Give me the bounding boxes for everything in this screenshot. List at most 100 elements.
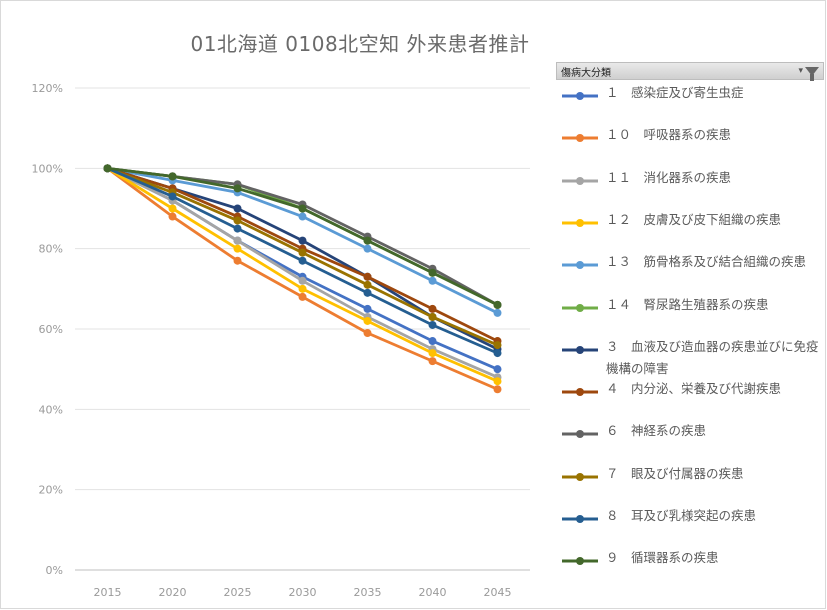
series-1-point [493,365,502,374]
series-2-point [493,385,502,394]
series-11-point [233,224,242,233]
legend-title: 傷病大分類 [561,67,611,79]
legend-item-11[interactable]: ８ 耳及び乳様突起の疾患 [562,505,824,545]
legend-label: ３ 血液及び造血器の疾患並びに免疫機構の障害 [606,338,819,376]
series-1-point [363,304,372,313]
legend-swatch-marker [576,92,584,100]
x-tick-label: 2015 [94,586,122,599]
series-2-point [233,256,242,265]
legend-swatch-marker [576,345,584,354]
legend-swatch-marker [576,557,584,566]
legend-item-2[interactable]: １０ 呼吸器系の疾患 [562,124,824,164]
legend-label: １２ 皮膚及び皮下組織の疾患 [606,211,782,227]
series-11-point [168,192,177,201]
series-4-point [428,349,437,358]
series-12-point [428,268,437,277]
series-4-point [233,244,242,253]
x-tick-label: 2035 [354,586,382,599]
legend-label: １１ 消化器系の疾患 [606,169,732,185]
series-11-point [428,320,437,329]
legend-swatch [562,92,598,100]
legend-item-7[interactable]: ３ 血液及び造血器の疾患並びに免疫機構の障害 [562,336,824,376]
series-2-point [363,329,372,338]
series-12-point [493,300,502,309]
series-11-point [298,256,307,265]
series-11-point [493,349,502,358]
legend-swatch-marker [576,430,584,439]
legend-item-1[interactable]: １ 感染症及び寄生虫症 [562,82,824,122]
legend-filter-header[interactable]: 傷病大分類 ▾ [556,62,824,81]
series-4-point [363,316,372,325]
series-12-point [168,172,177,181]
legend-item-4[interactable]: １２ 皮膚及び皮下組織の疾患 [562,209,824,249]
series-10-point [428,312,437,321]
legend-swatch-marker [576,218,584,227]
legend-swatch [562,176,598,185]
series-3-point [233,236,242,245]
series-10-point [233,216,242,225]
y-tick-label: 20% [39,484,63,497]
series-10-point [298,248,307,257]
legend-item-10[interactable]: ７ 眼及び付属器の疾患 [562,463,824,503]
legend-swatch-marker [576,472,584,481]
series-1-point [428,337,437,346]
legend-item-12[interactable]: ９ 循環器系の疾患 [562,547,824,587]
legend-swatch-marker [576,515,584,523]
series-5-point [428,276,437,285]
x-tick-label: 2030 [289,586,317,599]
legend-label: ７ 眼及び付属器の疾患 [606,465,744,481]
series-7-point [233,204,242,213]
legend-swatch [562,218,598,227]
series-8-point [428,304,437,313]
series-4-point [168,204,177,213]
legend-swatch [562,261,598,270]
series-2-point [428,357,437,366]
legend-swatch-marker [576,303,584,312]
legend-swatch-marker [576,134,584,143]
legend-swatch [562,388,598,397]
series-2-point [168,212,177,221]
y-tick-label: 80% [39,243,63,256]
series-5-point [298,212,307,221]
series-10-point [363,280,372,289]
funnel-icon [805,66,819,81]
series-12-point [298,204,307,213]
series-5-point [363,244,372,253]
legend-swatch [562,472,598,481]
series-8-point [363,272,372,281]
y-tick-label: 60% [39,323,63,336]
legend-item-9[interactable]: ６ 神経系の疾患 [562,420,824,460]
legend-swatch-marker [576,176,584,185]
legend-label: １３ 筋骨格系及び結合組織の疾患 [606,254,807,270]
y-tick-label: 120% [32,82,63,95]
dropdown-arrow-icon: ▾ [798,66,803,76]
x-tick-label: 2025 [224,586,252,599]
legend-swatch [562,430,598,439]
legend-label: ６ 神経系の疾患 [606,423,707,439]
series-4-point [298,284,307,293]
legend-item-8[interactable]: ４ 内分泌、栄養及び代謝疾患 [562,378,824,418]
x-tick-label: 2020 [159,586,187,599]
filter-icon[interactable]: ▾ [798,66,819,81]
x-tick-label: 2045 [484,586,512,599]
x-tick-label: 2040 [419,586,447,599]
series-7-point [298,236,307,245]
legend-swatch-marker [576,388,584,397]
y-tick-label: 100% [32,162,63,175]
series-12-point [103,164,112,173]
series-10-point [493,341,502,350]
legend-swatch [562,557,598,566]
legend: 傷病大分類 ▾ １ 感染症及び寄生虫症 １０ 呼吸器系の疾患 １１ 消化器系の疾患 １… [556,62,824,566]
legend-item-6[interactable]: １４ 腎尿路生殖器系の疾患 [562,294,824,334]
legend-item-3[interactable]: １１ 消化器系の疾患 [562,167,824,207]
legend-swatch [562,134,598,143]
series-12-point [233,184,242,193]
legend-label: ８ 耳及び乳様突起の疾患 [606,508,757,523]
legend-item-5[interactable]: １３ 筋骨格系及び結合組織の疾患 [562,251,824,291]
legend-label: １ 感染症及び寄生虫症 [606,85,744,100]
legend-label: ４ 内分泌、栄養及び代謝疾患 [606,381,782,397]
legend-swatch-marker [576,261,584,270]
series-11-point [363,288,372,297]
legend-swatch [562,345,598,354]
